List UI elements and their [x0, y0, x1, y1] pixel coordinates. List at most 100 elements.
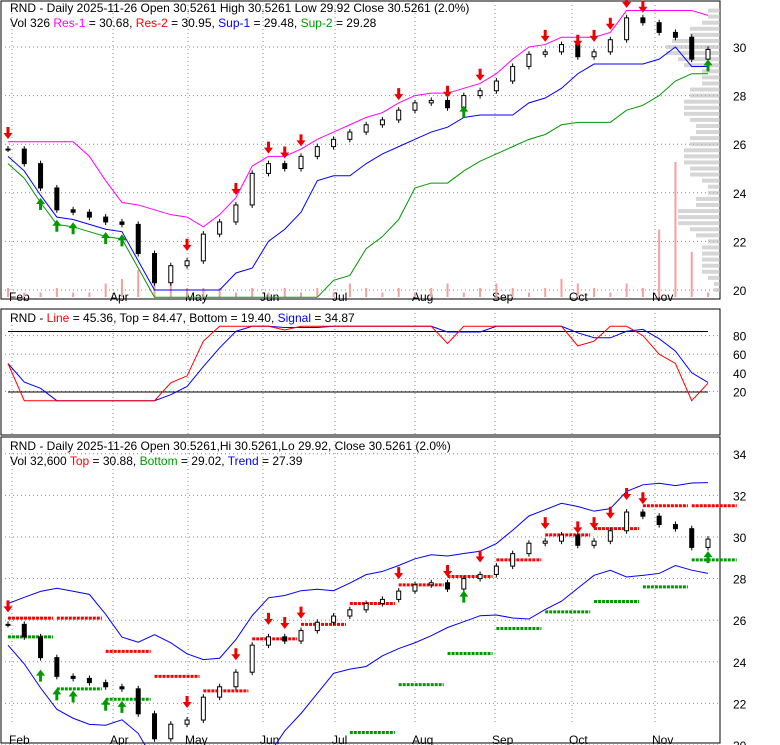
volume-profile-bar — [684, 63, 720, 68]
sell-arrow-icon — [3, 600, 13, 613]
candle-body — [542, 51, 548, 55]
buy-arrow-icon — [52, 688, 62, 701]
sell-arrow-icon — [3, 127, 13, 140]
volume-profile-bar — [702, 75, 720, 80]
volume-profile-bar — [678, 209, 720, 214]
sell-arrow-icon — [622, 488, 632, 501]
candle-body — [5, 148, 11, 151]
sell-arrow-icon — [263, 141, 273, 154]
candle-body — [689, 36, 695, 60]
sell-arrow-icon — [589, 517, 599, 530]
volume-profile-bar — [678, 215, 720, 220]
volume-profile-bar — [684, 99, 720, 104]
lower-trend-band — [7, 565, 709, 745]
lower-candle-body — [5, 623, 11, 626]
volume-bar — [381, 292, 384, 297]
sell-arrow-icon — [182, 238, 192, 251]
candle-body — [298, 155, 304, 170]
volume-bar — [641, 288, 644, 297]
lower-candle-body — [103, 682, 109, 688]
candle-body — [672, 31, 678, 38]
res1-label: Res-1 — [53, 16, 86, 30]
volume-bar — [511, 288, 514, 297]
price-tick-label: 28 — [733, 90, 747, 104]
panel2-frame — [0, 308, 721, 436]
lower-candle-body — [558, 534, 564, 542]
buy-arrow-icon — [117, 700, 127, 713]
volume-profile-bar — [672, 38, 720, 43]
volume-profile-bar — [708, 275, 720, 280]
volume-bar — [23, 292, 26, 297]
sell-arrow-icon — [573, 521, 583, 534]
sell-arrow-icon — [589, 29, 599, 42]
lower-candle-body — [347, 609, 353, 617]
price-tick-label: 28 — [733, 573, 747, 587]
volume-profile-bar — [690, 136, 720, 141]
lower-candle-body — [575, 534, 581, 546]
volume-bar — [234, 292, 237, 297]
lower-candle-body — [396, 590, 402, 600]
sell-arrow-icon — [638, 492, 648, 505]
candle-body — [591, 51, 597, 58]
lower-candle-body — [119, 686, 125, 690]
lower-candle-body — [298, 630, 304, 642]
volume-bar — [625, 283, 628, 297]
lower-candle-body — [168, 723, 174, 740]
sell-arrow-icon — [296, 134, 306, 147]
lower-candle-body — [461, 578, 467, 590]
volume-profile-bar — [696, 196, 720, 201]
volume-profile-bar — [708, 239, 720, 244]
price-tick-label: 26 — [733, 614, 747, 628]
buy-arrow-icon — [101, 698, 111, 711]
candle-body — [217, 221, 223, 235]
volume-profile-bar — [714, 281, 720, 286]
volume-bar — [202, 288, 205, 297]
lower-candle-body — [54, 657, 60, 677]
candle-body — [54, 187, 60, 211]
price-tick-label: 24 — [733, 656, 747, 670]
month-label: Oct — [569, 733, 588, 745]
sell-arrow-icon — [263, 612, 273, 625]
volume-bar — [690, 252, 693, 297]
osc-tick-label: 80 — [733, 330, 747, 344]
volume-bar — [267, 292, 270, 297]
volume-bar — [104, 283, 107, 297]
volume-bar — [527, 292, 530, 297]
lower-candle-body — [477, 573, 483, 580]
volume-bar — [658, 229, 661, 297]
lower-candle-body — [624, 511, 630, 532]
volume-bar — [283, 288, 286, 297]
volume-profile-bar — [690, 32, 720, 37]
sell-arrow-icon — [605, 17, 615, 30]
sell-arrow-icon — [638, 0, 648, 13]
lower-candle-body — [363, 603, 369, 611]
month-label: Apr — [110, 733, 129, 745]
osc-line-label: Line — [46, 311, 70, 325]
price-tick-label: 30 — [733, 531, 747, 545]
buy-arrow-icon — [459, 590, 469, 603]
sell-arrow-icon — [443, 565, 453, 577]
candle-body — [396, 109, 402, 121]
volume-bar — [251, 288, 254, 297]
volume-bar — [413, 292, 416, 297]
volume-bar — [186, 288, 189, 297]
candle-body — [135, 223, 141, 255]
price-tick-label: 20 — [733, 284, 747, 298]
lower-candle-body — [184, 719, 190, 725]
lower-candle-body — [510, 553, 516, 567]
price-tick-label: 30 — [733, 41, 747, 55]
volume-profile-bar — [702, 178, 720, 183]
sup1-label: Sup-1 — [218, 16, 251, 30]
candle-body — [331, 138, 337, 148]
volume-profile-bar — [684, 160, 720, 165]
sell-arrow-icon — [605, 506, 615, 519]
candle-body — [168, 265, 174, 284]
volume-profile-bar — [678, 57, 720, 62]
lower-candle-body — [672, 524, 678, 530]
sell-arrow-icon — [573, 34, 583, 47]
volume-profile-bar — [702, 257, 720, 262]
volume-profile-bar — [708, 14, 720, 19]
volume-profile-bar — [708, 8, 720, 13]
trend-value: = 27.39 — [258, 454, 303, 468]
sell-arrow-icon — [280, 146, 290, 159]
